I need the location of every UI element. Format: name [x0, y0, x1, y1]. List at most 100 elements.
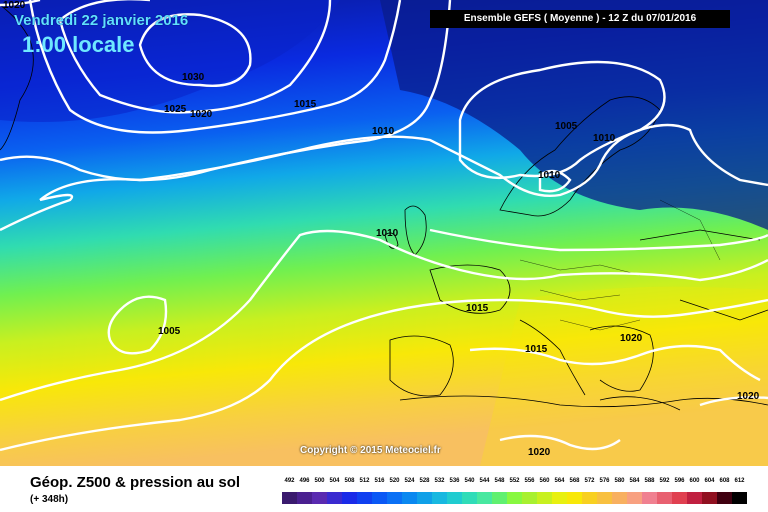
scale-swatch — [642, 492, 657, 504]
trough-dark — [380, 0, 768, 230]
scale-swatch — [582, 492, 597, 504]
isobar-label: 1010 — [593, 133, 616, 144]
scale-tick-label: 492 — [284, 478, 295, 484]
scale-tick-label: 528 — [419, 478, 430, 484]
isobar-label: 1020 — [620, 333, 643, 344]
copyright: Copyright © 2015 Meteociel.fr — [300, 445, 441, 456]
scale-swatch — [462, 492, 477, 504]
scale-tick-label: 520 — [389, 478, 400, 484]
scale-swatch — [537, 492, 552, 504]
isobar-labels: 1020 1030 1025 1020 1015 1010 1005 1010 … — [3, 0, 760, 458]
scale-swatch — [447, 492, 462, 504]
color-scale: 492 496 500 504 508 512 516 520 524 528 532 536 540 5… — [282, 478, 750, 504]
scale-swatch — [357, 492, 372, 504]
isobar-label: 1010 — [538, 170, 561, 181]
scale-tick-label: 500 — [314, 478, 325, 484]
isobar-label: 1030 — [182, 72, 205, 83]
scale-tick-label: 532 — [434, 478, 445, 484]
isobar-label: 1025 — [164, 104, 187, 115]
isobar-1010-d — [429, 228, 768, 252]
scale-tick-label: 604 — [704, 478, 715, 484]
scale-tick-label: 584 — [629, 478, 640, 484]
isobar-label: 1010 — [372, 126, 395, 137]
scale-swatch — [657, 492, 672, 504]
scale-swatch — [507, 492, 522, 504]
scale-tick-label: 572 — [584, 478, 595, 484]
weather-map: 1020 1030 1025 1020 1015 1010 1005 1010 … — [0, 0, 768, 466]
scale-swatch — [732, 492, 747, 504]
map-canvas: 1020 1030 1025 1020 1015 1010 1005 1010 … — [0, 0, 768, 466]
forecast-time: 1:00 locale — [22, 32, 135, 57]
scale-swatch — [297, 492, 312, 504]
scale-tick-label: 512 — [359, 478, 370, 484]
scale-swatch — [717, 492, 732, 504]
isobar-1010-c — [538, 169, 572, 193]
warm-sector — [480, 286, 768, 466]
scale-swatch — [687, 492, 702, 504]
scale-tick-label: 600 — [689, 478, 700, 484]
isobar-1005-atlantic — [107, 295, 168, 355]
scale-swatch — [702, 492, 717, 504]
scale-tick-label: 508 — [344, 478, 355, 484]
scale-swatch — [627, 492, 642, 504]
scale-swatch — [282, 492, 297, 504]
scale-tick-label: 564 — [554, 478, 565, 484]
scale-swatch — [492, 492, 507, 504]
scale-tick-label: 560 — [539, 478, 550, 484]
scale-tick-label: 608 — [719, 478, 730, 484]
isobar-label: 1020 — [190, 109, 213, 120]
scale-tick-label: 596 — [674, 478, 685, 484]
scale-tick-label: 540 — [464, 478, 475, 484]
ridge-greenland — [0, 0, 340, 122]
scale-swatch — [327, 492, 342, 504]
isobar-1020-c — [469, 344, 761, 382]
scale-swatch — [597, 492, 612, 504]
isobar-1015-b — [0, 298, 768, 452]
scale-tick-label: 592 — [659, 478, 670, 484]
footer: Géop. Z500 & pression au sol (+ 348h) 49… — [0, 466, 768, 512]
scale-swatch — [402, 492, 417, 504]
isobar-label: 1005 — [555, 121, 578, 132]
isobar-label: 1020 — [737, 391, 760, 402]
scale-swatch — [387, 492, 402, 504]
scale-tick-label: 504 — [329, 478, 340, 484]
model-info: Ensemble GEFS ( Moyenne ) - 12 Z du 07/0… — [430, 10, 730, 28]
scale-swatch — [477, 492, 492, 504]
scale-tick-label: 496 — [299, 478, 310, 484]
coastlines — [0, 4, 768, 411]
isobar-1010-a — [39, 123, 768, 201]
scale-tick-label: 580 — [614, 478, 625, 484]
isobar-label: 1005 — [158, 326, 181, 337]
scale-swatch — [522, 492, 537, 504]
scale-tick-label: 524 — [404, 478, 415, 484]
scale-swatch — [342, 492, 357, 504]
forecast-date: Vendredi 22 janvier 2016 — [14, 12, 189, 29]
isobar-label: 1015 — [525, 344, 548, 355]
scale-tick-label: 556 — [524, 478, 535, 484]
isobar-1020-e — [699, 396, 768, 407]
scale-swatch — [612, 492, 627, 504]
scale-tick-label: 552 — [509, 478, 520, 484]
isobar-1025 — [58, 0, 332, 114]
isobar-label: 1015 — [294, 99, 317, 110]
isobar-1020-d — [499, 434, 621, 451]
isobars — [0, 0, 768, 450]
isobar-label: 1020 — [528, 447, 551, 458]
scale-swatch — [372, 492, 387, 504]
isobar-1020 — [0, 0, 402, 134]
isobar-label: 1020 — [3, 0, 26, 11]
isobar-label: 1015 — [466, 303, 489, 314]
scale-tick-label: 588 — [644, 478, 655, 484]
scale-tick-label: 548 — [494, 478, 505, 484]
map-title: Géop. Z500 & pression au sol — [30, 474, 241, 491]
borders — [519, 199, 721, 331]
scale-swatch — [432, 492, 447, 504]
isobar-1005 — [458, 60, 666, 179]
scale-tick-label: 544 — [479, 478, 490, 484]
scale-swatch — [312, 492, 327, 504]
scale-tick-label: 576 — [599, 478, 610, 484]
scale-tick-label: 516 — [374, 478, 385, 484]
lead-time: (+ 348h) — [30, 494, 69, 505]
scale-tick-label: 568 — [569, 478, 580, 484]
isobar-1030 — [138, 13, 252, 87]
